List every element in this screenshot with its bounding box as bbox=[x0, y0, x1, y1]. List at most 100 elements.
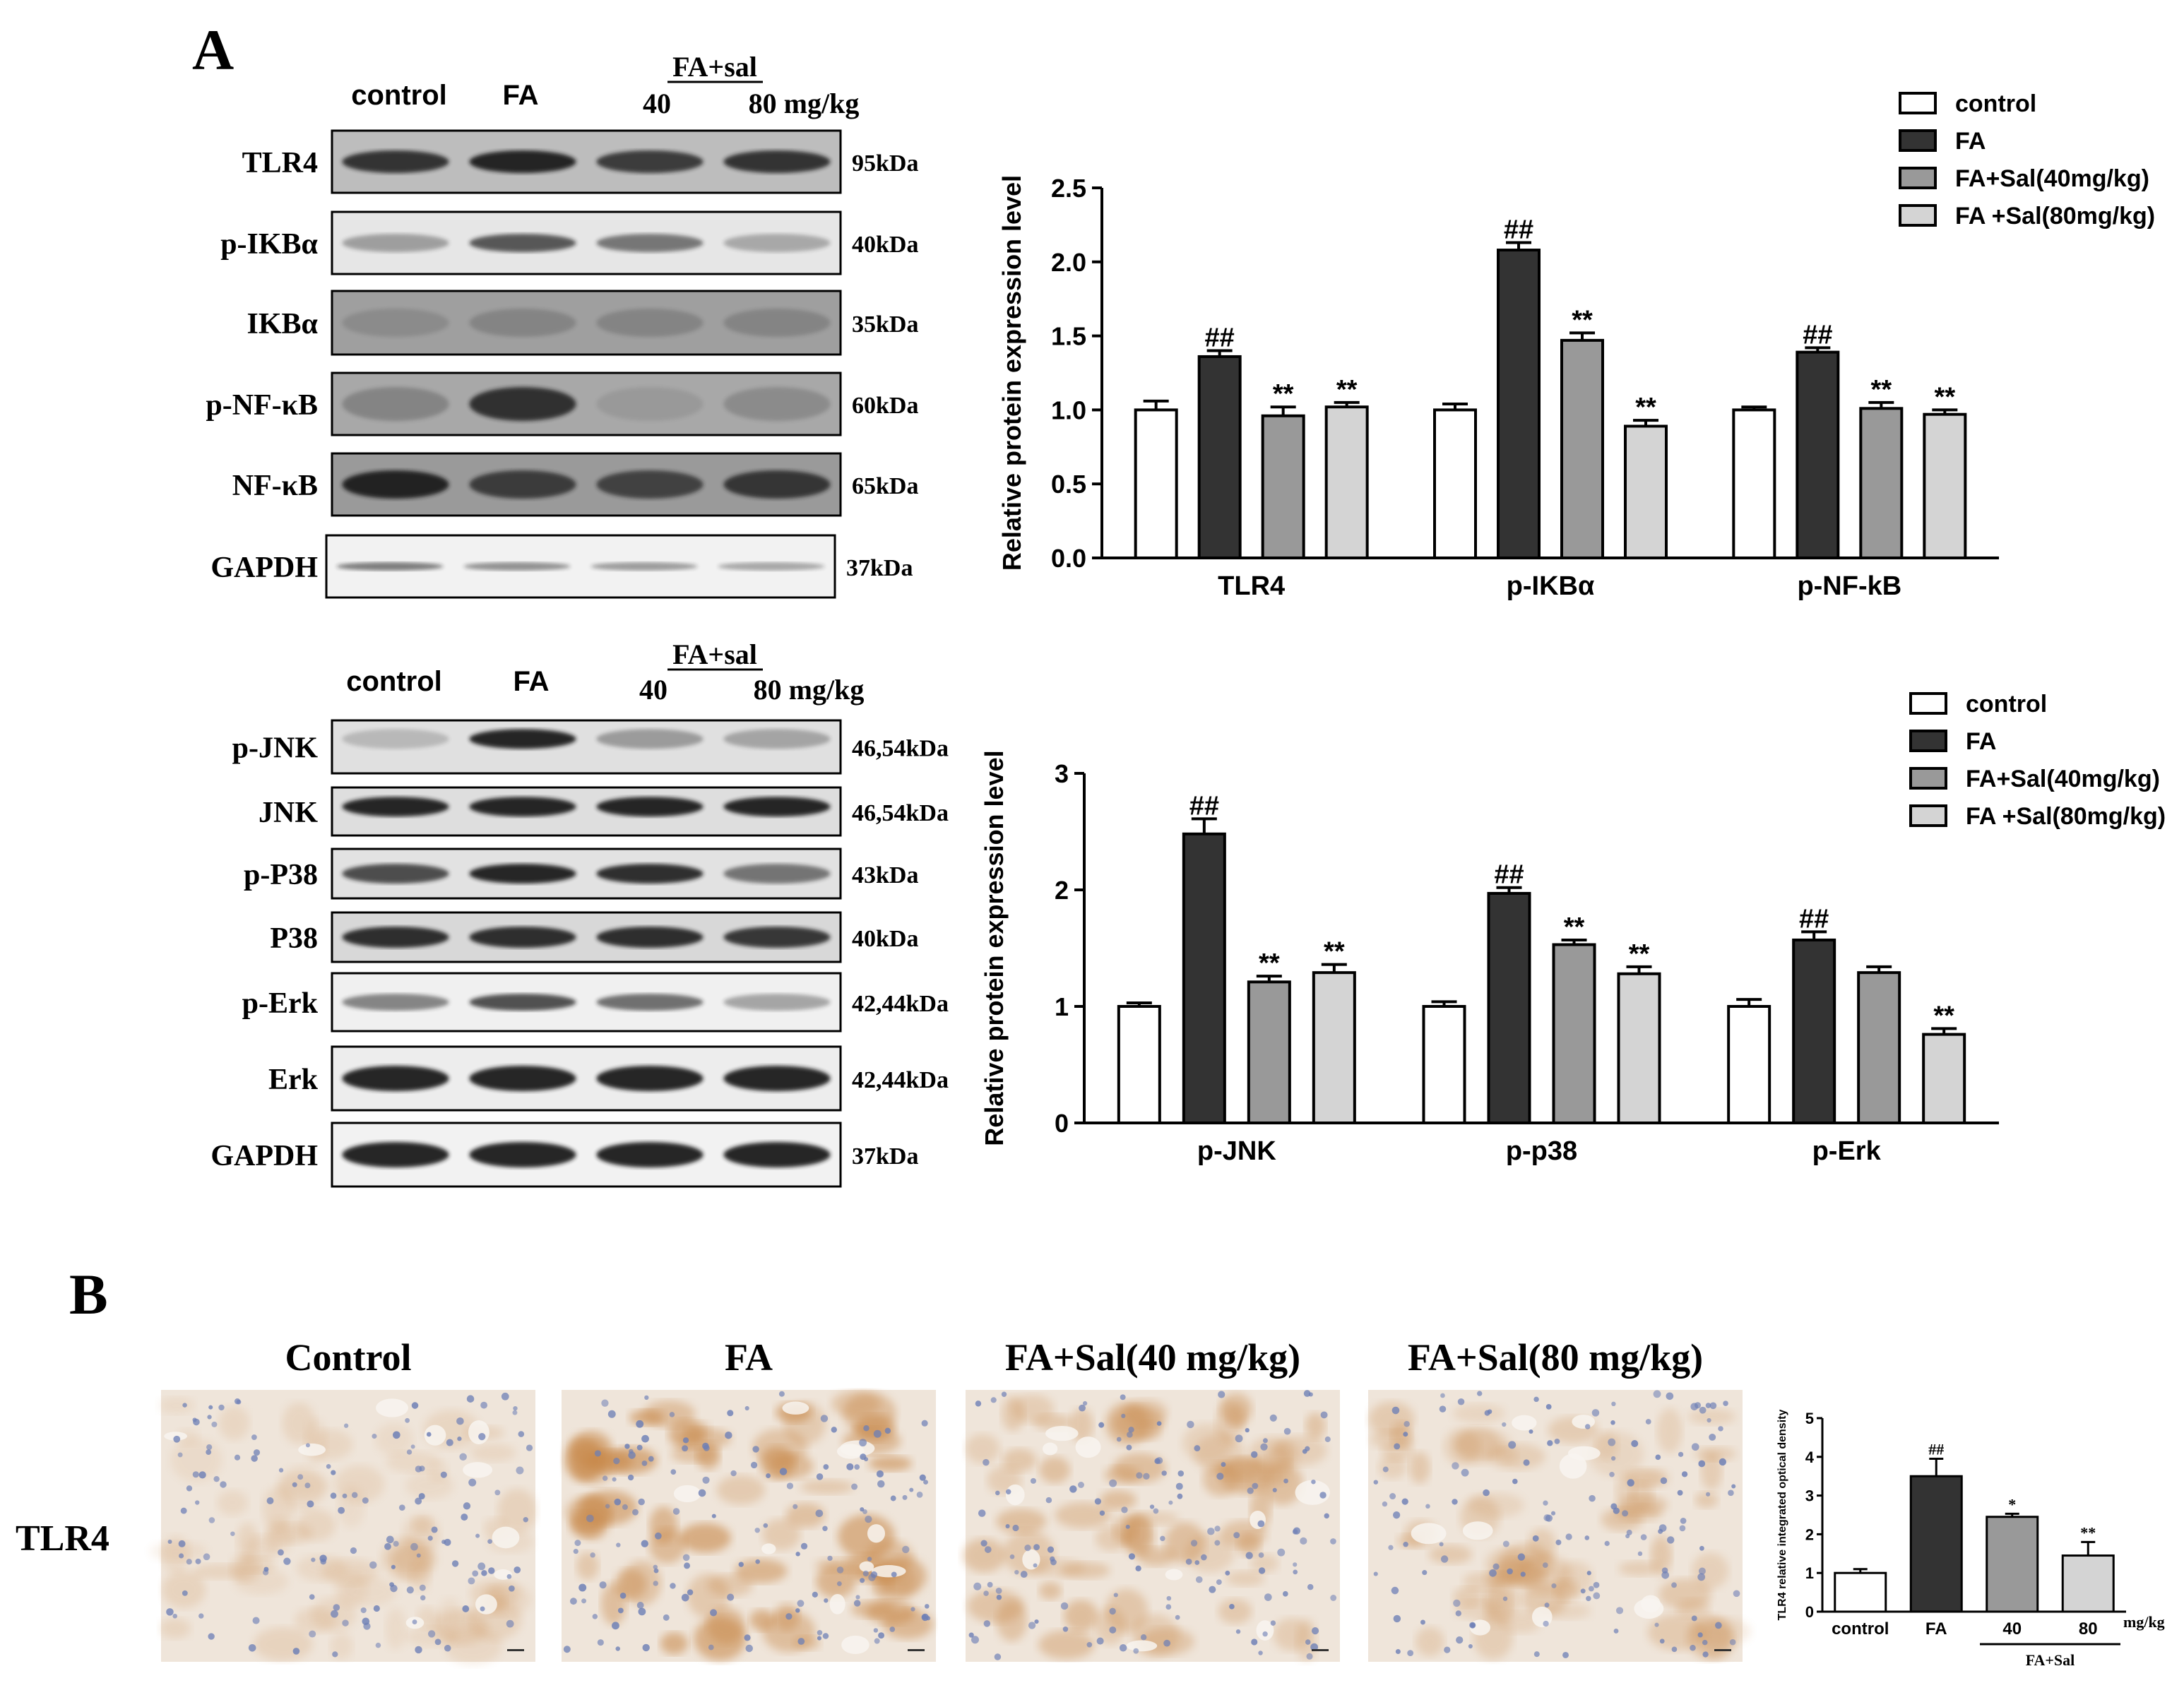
significance-mark: ** bbox=[1336, 375, 1358, 405]
blot2-row-3: P38 40kDa bbox=[270, 911, 918, 963]
nucleus bbox=[744, 1634, 751, 1641]
nucleus bbox=[922, 1614, 927, 1620]
significance-mark: ** bbox=[1871, 375, 1892, 405]
nucleus bbox=[1544, 1602, 1550, 1608]
blot2-group-fa: FA bbox=[513, 666, 549, 697]
nucleus bbox=[702, 1476, 710, 1484]
bar bbox=[1497, 249, 1541, 559]
nucleus bbox=[466, 1395, 475, 1403]
bar bbox=[1923, 412, 1967, 559]
stain-patch bbox=[485, 1583, 532, 1615]
nucleus bbox=[1545, 1514, 1553, 1522]
nucleus bbox=[750, 1461, 758, 1469]
nucleus bbox=[406, 1586, 414, 1594]
legend-label: FA +Sal(80mg/kg) bbox=[1966, 803, 2166, 830]
nucleus bbox=[1060, 1602, 1069, 1610]
nucleus bbox=[1659, 1638, 1665, 1644]
nucleus bbox=[1502, 1540, 1509, 1547]
western-blot-1: TLR4 95kDa p-IKBα 40kDa IKBα 35kDa p-NF-κB 60kD… bbox=[206, 129, 918, 599]
nucleus bbox=[309, 1594, 315, 1600]
nucleus bbox=[874, 1638, 880, 1644]
lumen bbox=[1572, 1415, 1596, 1429]
nucleus bbox=[846, 1463, 854, 1470]
x-category-label: FA bbox=[1925, 1619, 1947, 1638]
nucleus bbox=[1216, 1473, 1224, 1480]
blot-band bbox=[723, 864, 831, 884]
stain-patch bbox=[1250, 1554, 1279, 1573]
nucleus bbox=[1580, 1588, 1586, 1594]
blot-kda-label: 37kDa bbox=[846, 555, 913, 581]
nucleus bbox=[853, 1600, 861, 1607]
nucleus bbox=[682, 1554, 690, 1562]
bar bbox=[1909, 1475, 1963, 1613]
panel-b-row-label: TLR4 bbox=[16, 1518, 109, 1559]
stain-patch bbox=[1103, 1465, 1141, 1485]
nucleus bbox=[1258, 1552, 1264, 1558]
stain-patch bbox=[278, 1466, 325, 1510]
y-tick-label: 0 bbox=[1805, 1603, 1814, 1621]
nucleus bbox=[1666, 1392, 1674, 1400]
stain-patch bbox=[1305, 1412, 1326, 1440]
stain-patch bbox=[1039, 1456, 1071, 1484]
lumen bbox=[829, 1593, 845, 1614]
bar bbox=[1857, 971, 1901, 1125]
lumen bbox=[1022, 1549, 1040, 1570]
nucleus bbox=[827, 1555, 833, 1562]
nucleus bbox=[251, 1434, 257, 1440]
nucleus bbox=[1719, 1458, 1726, 1466]
blot-band bbox=[469, 150, 576, 173]
blot-protein-label: NF-κB bbox=[232, 470, 318, 502]
nucleus bbox=[208, 1633, 215, 1640]
blot-band bbox=[596, 729, 704, 749]
nucleus bbox=[1235, 1434, 1243, 1443]
nucleus bbox=[173, 1435, 181, 1443]
nucleus bbox=[670, 1469, 677, 1475]
blot1-dose-80: 80 mg/kg bbox=[749, 88, 860, 119]
nucleus bbox=[468, 1577, 475, 1585]
nucleus bbox=[725, 1431, 732, 1439]
nucleus bbox=[1709, 1402, 1717, 1410]
nucleus bbox=[1050, 1556, 1055, 1562]
y-tick-label: 1.5 bbox=[1051, 322, 1086, 351]
nucleus bbox=[581, 1598, 587, 1604]
nucleus bbox=[1330, 1595, 1337, 1601]
nucleus bbox=[889, 1626, 896, 1632]
nucleus bbox=[1156, 1457, 1163, 1464]
stain-patch bbox=[1624, 1468, 1670, 1489]
nucleus bbox=[1128, 1427, 1134, 1433]
nucleus bbox=[1218, 1391, 1225, 1398]
significance-mark: ** bbox=[2080, 1523, 2096, 1541]
nucleus bbox=[1005, 1524, 1010, 1529]
lumen bbox=[1512, 1415, 1537, 1431]
nucleus bbox=[1128, 1553, 1136, 1560]
nucleus bbox=[516, 1466, 524, 1475]
nucleus bbox=[427, 1630, 436, 1638]
nucleus bbox=[923, 1480, 928, 1485]
nucleus bbox=[1324, 1513, 1329, 1519]
blot-band bbox=[723, 797, 831, 817]
nucleus bbox=[343, 1423, 349, 1428]
stain-patch bbox=[1409, 1451, 1430, 1484]
nucleus bbox=[1631, 1439, 1639, 1448]
bar bbox=[1324, 405, 1369, 560]
nucleus bbox=[1502, 1596, 1508, 1601]
nucleus bbox=[444, 1644, 451, 1652]
nucleus bbox=[386, 1535, 394, 1544]
stain-patch bbox=[1095, 1526, 1129, 1552]
nucleus bbox=[252, 1617, 260, 1624]
nucleus bbox=[292, 1482, 297, 1487]
nucleus bbox=[1382, 1466, 1389, 1473]
nucleus bbox=[384, 1542, 391, 1550]
nucleus bbox=[523, 1517, 528, 1523]
stain-patch bbox=[604, 1446, 658, 1474]
blot-band bbox=[342, 797, 449, 817]
nucleus bbox=[463, 1502, 471, 1510]
nucleus bbox=[563, 1646, 571, 1653]
nucleus bbox=[795, 1552, 800, 1557]
nucleus bbox=[1109, 1479, 1117, 1487]
nucleus bbox=[1245, 1552, 1253, 1559]
nucleus bbox=[488, 1567, 495, 1574]
legend-swatch bbox=[1909, 804, 1947, 827]
nucleus bbox=[1165, 1604, 1172, 1610]
stain-patch bbox=[375, 1422, 413, 1456]
